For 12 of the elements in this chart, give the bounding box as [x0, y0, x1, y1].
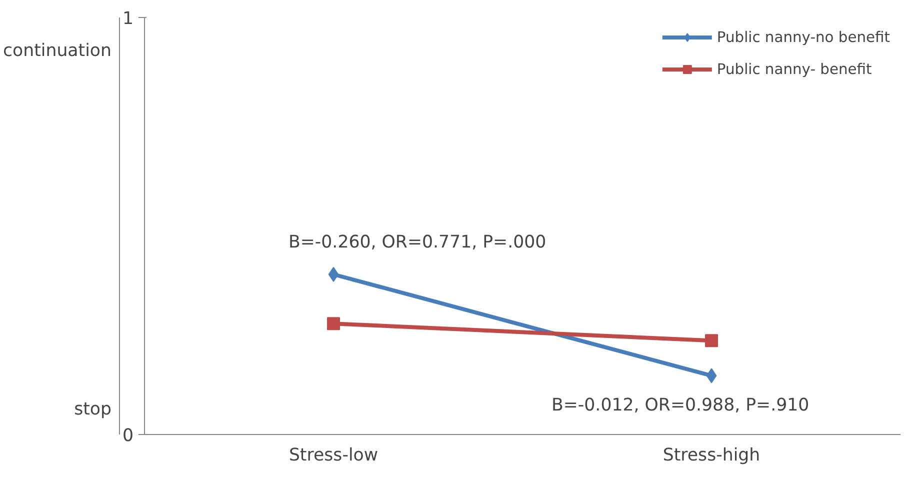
y-tick-label: 0 — [122, 426, 134, 446]
legend-label: Public nanny-no benefit — [716, 28, 890, 46]
x-tick-label: Stress-low — [288, 446, 378, 466]
annotation: B=-0.012, OR=0.988, P=.910 — [552, 396, 810, 416]
legend-label: Public nanny- benefit — [716, 60, 872, 78]
point — [705, 334, 718, 348]
y-tick-label: 1 — [122, 9, 134, 29]
annotation: B=-0.260, OR=0.771, P=.000 — [288, 232, 546, 252]
x-tick-label: Stress-high — [662, 446, 760, 466]
text: continuation — [3, 40, 112, 61]
text: stop — [74, 399, 112, 420]
point — [327, 317, 340, 330]
